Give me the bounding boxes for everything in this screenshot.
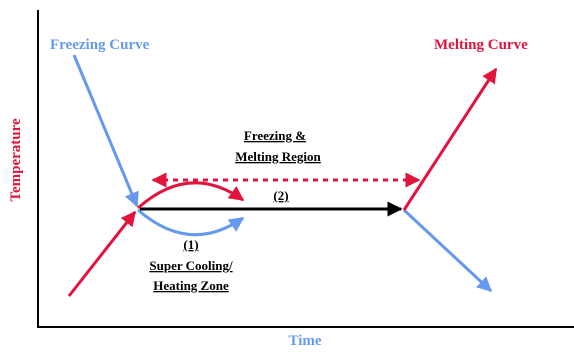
zone-label-line2: Heating Zone: [153, 278, 229, 293]
y-axis-label: Temperature: [8, 118, 24, 202]
melting-liquid-heating-line: [402, 67, 498, 211]
melting-heating-line: [67, 210, 137, 297]
region-label-line1: Freezing &: [244, 128, 306, 143]
super-cooling-arc: [137, 208, 245, 237]
region-label-line2: Melting Region: [235, 149, 321, 164]
zone-label-line1: Super Cooling/: [149, 258, 233, 273]
freezing-cooling-line: [72, 54, 139, 208]
path-1-label: (1): [183, 237, 198, 252]
super-heating-arc: [137, 181, 245, 210]
freezing-solid-cooling-line: [402, 208, 493, 293]
melting-curve-label: Melting Curve: [434, 37, 528, 53]
path-2-label: (2): [273, 188, 288, 203]
freezing-curve-label: Freezing Curve: [50, 37, 150, 53]
x-axis-label: Time: [288, 333, 321, 349]
